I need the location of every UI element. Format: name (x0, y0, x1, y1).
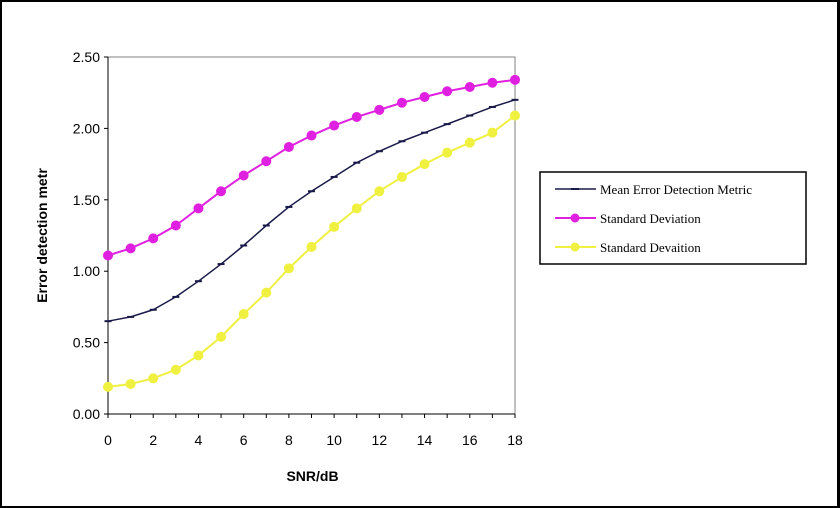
data-point (125, 243, 136, 254)
data-point (374, 104, 385, 115)
x-tick-label: 12 (372, 432, 388, 448)
legend-swatch-marker (570, 213, 580, 223)
x-tick-label: 16 (462, 432, 478, 448)
data-point (396, 97, 407, 108)
x-tick-label: 18 (507, 432, 523, 448)
data-point (306, 130, 317, 141)
axes: 0.00 0.50 1.00 1.50 2.00 2.50 0 2 4 6 8 10 12 14 16 18 S… (34, 49, 523, 484)
legend-swatch-marker (570, 242, 580, 252)
data-point (103, 250, 113, 261)
x-tick-label: 14 (417, 432, 433, 448)
y-tick-label: 0.00 (73, 406, 100, 422)
data-point (283, 263, 294, 274)
legend-label: Standard Deviation (600, 211, 701, 226)
data-point (487, 77, 498, 88)
data-point (374, 186, 385, 197)
y-tick-label: 2.00 (73, 120, 100, 136)
data-point (351, 111, 362, 122)
data-point (148, 233, 159, 244)
x-tick-label: 2 (149, 432, 157, 448)
data-point (216, 186, 227, 197)
x-axis-title: SNR/dB (286, 468, 338, 484)
data-point (283, 141, 294, 152)
series-2 (103, 74, 520, 261)
data-point (329, 221, 340, 232)
data-point (216, 331, 227, 342)
data-point (419, 159, 430, 170)
data-point (396, 171, 407, 182)
y-tick-label: 1.50 (73, 192, 100, 208)
data-point (170, 364, 181, 375)
data-point (238, 170, 249, 181)
data-point (125, 379, 136, 390)
data-point (306, 241, 317, 252)
x-tick-label: 4 (195, 432, 203, 448)
legend-label: Standard Devaition (600, 240, 701, 255)
data-point (464, 137, 475, 148)
series-1 (104, 98, 519, 323)
data-point (487, 127, 498, 138)
data-point (261, 287, 272, 298)
x-tick-label: 8 (285, 432, 293, 448)
data-point (419, 91, 430, 102)
data-point (193, 203, 204, 214)
x-tick-label: 6 (240, 432, 248, 448)
data-point (510, 74, 520, 85)
series-layer (103, 74, 520, 392)
y-tick-label: 1.00 (73, 263, 100, 279)
legend-label: Mean Error Detection Metric (600, 182, 752, 197)
legend: Mean Error Detection Metric Standard Devi… (539, 171, 807, 265)
data-point (148, 373, 159, 384)
data-point (351, 203, 362, 214)
y-tick-label: 0.50 (73, 335, 100, 351)
series-3 (103, 110, 520, 392)
data-point (510, 110, 520, 121)
data-point (103, 381, 113, 392)
y-axis-title: Error detection metr (34, 168, 50, 303)
data-point (442, 147, 453, 158)
data-point (170, 220, 181, 231)
data-point (329, 120, 340, 131)
y-tick-label: 2.50 (73, 49, 100, 65)
data-point (261, 156, 272, 167)
data-point (464, 81, 475, 92)
data-point (193, 350, 204, 361)
data-point (238, 309, 249, 320)
x-tick-label: 0 (104, 432, 112, 448)
data-point (442, 86, 453, 97)
plot-area (107, 56, 516, 415)
x-tick-label: 10 (326, 432, 342, 448)
